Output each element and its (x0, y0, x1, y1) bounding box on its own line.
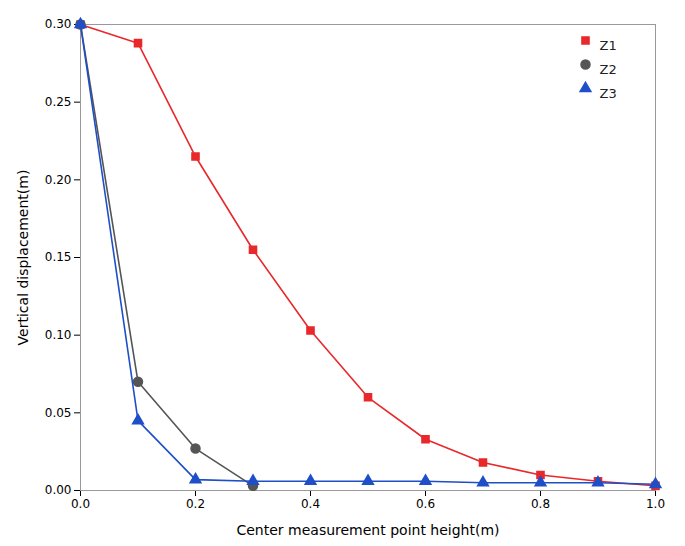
svg-text:0.2: 0.2 (186, 497, 205, 511)
svg-text:0.30: 0.30 (45, 17, 72, 31)
svg-text:1.0: 1.0 (646, 497, 665, 511)
svg-text:Center measurement point heigh: Center measurement point height(m) (236, 522, 499, 538)
svg-text:Z1: Z1 (600, 38, 617, 53)
svg-text:Vertical displacement(m): Vertical displacement(m) (15, 170, 31, 346)
svg-text:Z2: Z2 (600, 62, 617, 77)
svg-text:0.10: 0.10 (45, 328, 72, 342)
svg-text:0.00: 0.00 (45, 483, 72, 497)
svg-text:0.20: 0.20 (45, 173, 72, 187)
svg-text:0.6: 0.6 (416, 497, 435, 511)
svg-text:Z3: Z3 (600, 86, 617, 101)
svg-text:0.05: 0.05 (45, 406, 72, 420)
svg-text:0.25: 0.25 (45, 95, 72, 109)
svg-text:0.0: 0.0 (71, 497, 90, 511)
svg-text:0.4: 0.4 (301, 497, 320, 511)
svg-text:0.8: 0.8 (531, 497, 550, 511)
svg-text:0.15: 0.15 (45, 250, 72, 264)
